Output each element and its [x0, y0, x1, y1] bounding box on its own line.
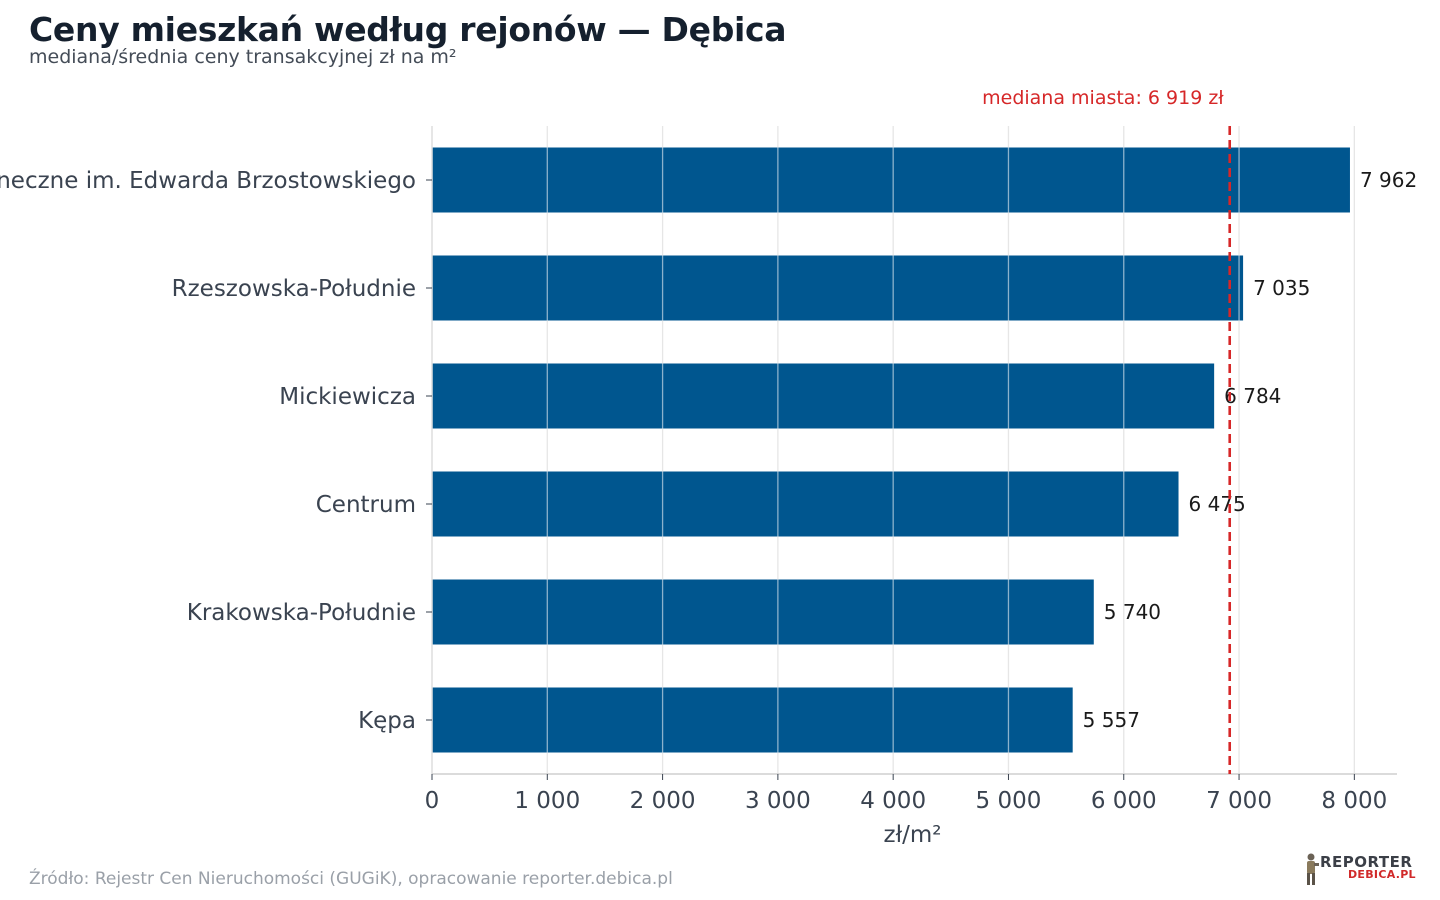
category-label: Kępa — [358, 708, 416, 734]
bar-3 — [432, 363, 1215, 429]
x-tick-label: 6 000 — [1091, 788, 1157, 814]
brand-logo[interactable]: REPORTER DEBICA.PL — [1300, 850, 1416, 890]
chart-subtitle: mediana/średnia ceny transakcyjnej zł na… — [29, 46, 457, 68]
value-label: 6 784 — [1224, 384, 1281, 408]
value-label: 5 740 — [1104, 600, 1161, 624]
x-axis-label: zł/m² — [884, 822, 942, 848]
value-label: 5 557 — [1083, 708, 1140, 732]
bar-6 — [432, 687, 1073, 753]
value-label: 6 475 — [1189, 492, 1246, 516]
median-label: mediana miasta: 6 919 zł — [982, 87, 1224, 109]
bar-2 — [432, 255, 1244, 321]
x-tick-label: 7 000 — [1206, 788, 1272, 814]
value-label: 7 035 — [1253, 276, 1310, 300]
x-tick-label: 2 000 — [630, 788, 696, 814]
category-label: Krakowska-Południe — [187, 600, 416, 626]
x-tick-label: 1 000 — [514, 788, 580, 814]
x-tick-label: 3 000 — [745, 788, 811, 814]
x-tick-label: 5 000 — [976, 788, 1042, 814]
value-label: 7 962 — [1360, 168, 1417, 192]
reporter-figure-icon — [1307, 853, 1319, 885]
category-label: Rzeszowska-Południe — [172, 276, 416, 302]
bar-1 — [432, 147, 1350, 213]
chart-title: Ceny mieszkań według rejonów — Dębica — [29, 10, 787, 49]
source-note: Źródło: Rejestr Cen Nieruchomości (GUGiK… — [29, 869, 673, 889]
logo-text-debica: DEBICA.PL — [1348, 868, 1416, 881]
x-tick-label: 8 000 — [1321, 788, 1387, 814]
category-label: Mickiewicza — [279, 384, 416, 410]
bar-5 — [432, 579, 1094, 645]
logo-text-reporter: REPORTER — [1320, 853, 1413, 871]
bar-4 — [432, 471, 1179, 537]
category-label: Centrum — [316, 492, 416, 518]
category-label: Osiedle Mieszkaniowe Spółdzielni Mieszka… — [0, 168, 416, 194]
x-tick-label: 0 — [425, 788, 440, 814]
x-tick-label: 4 000 — [860, 788, 926, 814]
